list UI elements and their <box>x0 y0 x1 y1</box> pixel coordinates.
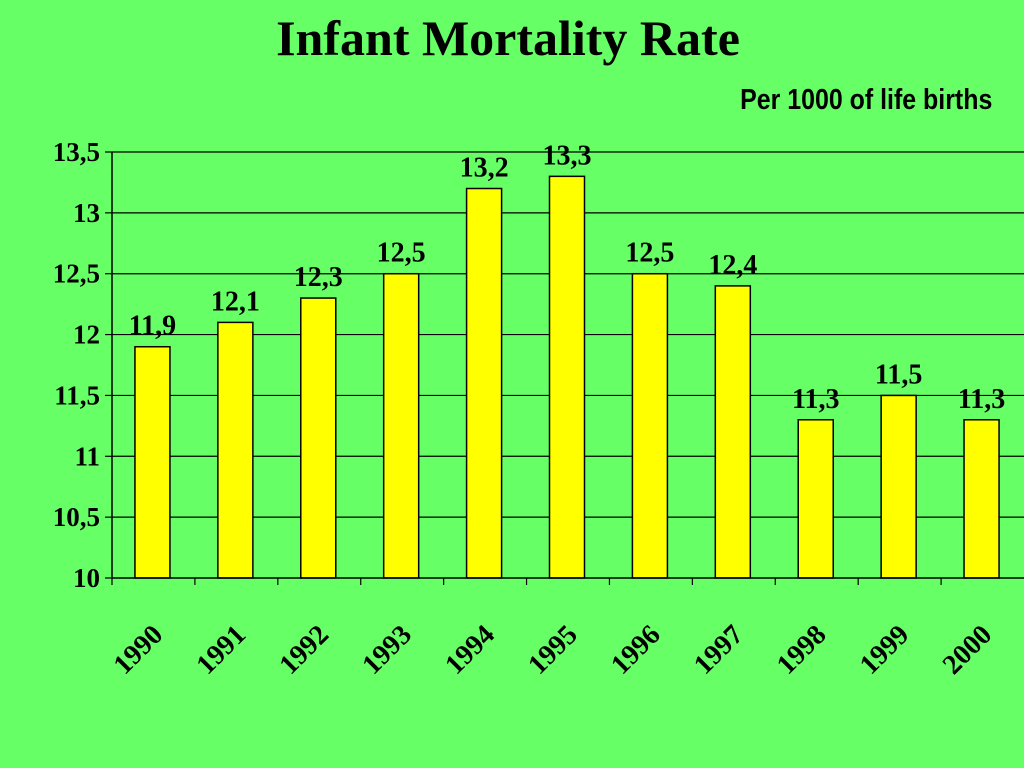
x-tick-label: 1994 <box>439 619 501 681</box>
chart-subtitle: Per 1000 of life births <box>739 84 992 116</box>
bar-1992 <box>300 297 337 579</box>
chart-title: Infant Mortality Rate <box>276 10 740 66</box>
bar-1998 <box>797 419 834 579</box>
y-tick-label: 10,5 <box>53 502 100 532</box>
data-label: 12,3 <box>294 262 343 293</box>
x-tick-label: 1990 <box>108 619 170 681</box>
bars <box>134 175 1000 579</box>
bar-1999 <box>880 394 917 579</box>
y-tick-label: 12,5 <box>53 259 100 289</box>
y-tick-label: 11,5 <box>54 380 100 410</box>
data-label: 13,3 <box>543 140 592 171</box>
bar-1990 <box>134 345 171 579</box>
y-tick-label: 10 <box>73 563 100 593</box>
y-tick-label: 13 <box>73 198 100 228</box>
y-tick-label: 13,5 <box>53 137 100 167</box>
data-label: 12,4 <box>708 250 757 281</box>
data-label: 11,5 <box>875 359 922 390</box>
x-tick-label: 1999 <box>854 619 916 681</box>
data-label: 12,1 <box>211 286 260 317</box>
y-tick-label: 11 <box>74 441 100 471</box>
x-tick-label: 1992 <box>274 619 336 681</box>
data-label: 13,2 <box>460 153 509 184</box>
bar-1995 <box>548 175 586 579</box>
x-tick-label: 2000 <box>937 619 999 681</box>
bar-1996 <box>631 272 669 579</box>
bar-1994 <box>465 187 503 579</box>
x-tick-label: 1998 <box>771 619 833 681</box>
x-tick-label: 1997 <box>688 619 750 681</box>
x-tick-label: 1991 <box>191 619 253 681</box>
data-label: 11,3 <box>792 384 839 415</box>
x-tick-label: 1995 <box>522 619 584 681</box>
data-label: 11,9 <box>129 311 176 342</box>
bar-2000 <box>963 419 1000 579</box>
bar-1993 <box>382 272 420 579</box>
data-labels: 11,9 12,1 12,3 12,5 13,2 13,3 12,5 12,4 11,3 11,5… <box>129 140 1006 414</box>
data-label: 12,5 <box>625 238 674 269</box>
data-label: 12,5 <box>377 238 426 269</box>
x-tick-label: 1993 <box>356 619 418 681</box>
y-tick-label: 12 <box>73 320 100 350</box>
bar-1997 <box>714 285 752 579</box>
x-tick-label: 1996 <box>605 619 667 681</box>
axes: 10 10,5 11 11,5 12 12,5 13 13,5 1990 1991 1992 1993… <box>53 137 1024 681</box>
data-label: 11,3 <box>958 384 1005 415</box>
bar-1991 <box>217 321 254 579</box>
